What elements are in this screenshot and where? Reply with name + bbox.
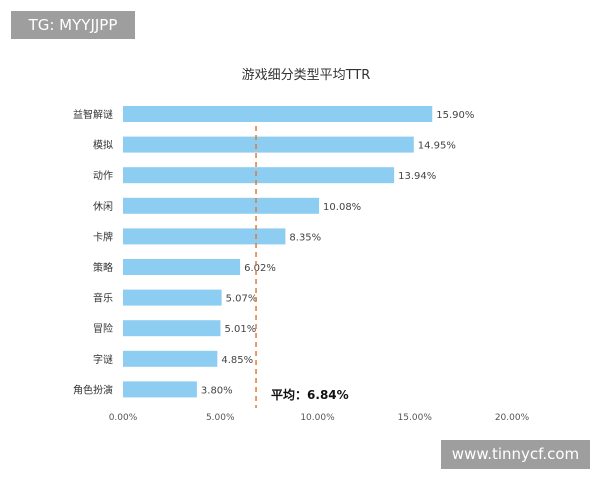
x-tick-label-0: 0.00% xyxy=(109,413,138,423)
category-label-9: 角色扮演 xyxy=(73,383,113,396)
value-label-9: 3.80% xyxy=(201,385,233,396)
x-axis-ticks: 0.00% 5.00% 10.00% 15.00% 20.00% xyxy=(109,413,530,423)
value-label-6: 5.07% xyxy=(226,294,258,305)
x-tick-label-3: 15.00% xyxy=(398,413,433,423)
bar-6 xyxy=(123,289,222,306)
category-label-4: 卡牌 xyxy=(93,230,113,243)
x-tick-label-1: 5.00% xyxy=(206,413,235,423)
bar-3 xyxy=(123,197,320,214)
chart-title: 游戏细分类型平均TTR xyxy=(242,68,371,83)
category-label-6: 音乐 xyxy=(93,292,113,305)
value-label-0: 15.90% xyxy=(436,110,474,121)
bar-9 xyxy=(123,381,197,398)
bar-4 xyxy=(123,228,286,245)
value-label-4: 8.35% xyxy=(289,232,321,243)
value-labels: 15.90% 14.95% 13.94% 10.08% 8.35% 6.02% 5.07% 5… xyxy=(201,110,474,396)
value-label-2: 13.94% xyxy=(398,171,436,182)
bar-5 xyxy=(123,259,241,275)
bar-0 xyxy=(123,106,433,122)
watermark-top-left: TG: MYYJJPP xyxy=(11,11,135,39)
category-label-2: 动作 xyxy=(93,170,113,182)
value-label-3: 10.08% xyxy=(323,202,361,213)
watermark-bottom-right: www.tinnycf.com xyxy=(441,440,590,469)
bar-8 xyxy=(123,350,218,367)
value-label-1: 14.95% xyxy=(418,141,456,152)
category-label-8: 字谜 xyxy=(93,353,113,366)
category-label-1: 模拟 xyxy=(93,139,113,152)
bar-7 xyxy=(123,320,221,337)
category-label-0: 益智解谜 xyxy=(73,108,113,121)
category-label-5: 策略 xyxy=(93,261,113,274)
value-label-7: 5.01% xyxy=(224,324,256,335)
value-label-8: 4.85% xyxy=(221,355,253,366)
x-tick-label-4: 20.00% xyxy=(495,413,530,423)
category-label-3: 休闲 xyxy=(93,200,113,213)
average-label: 平均：6.84% xyxy=(271,387,349,402)
category-label-7: 冒险 xyxy=(93,322,113,335)
value-label-5: 6.02% xyxy=(244,263,276,274)
bars-group xyxy=(123,106,433,398)
bar-1 xyxy=(123,136,414,153)
x-tick-label-2: 10.00% xyxy=(300,413,335,423)
bar-2 xyxy=(123,167,395,184)
